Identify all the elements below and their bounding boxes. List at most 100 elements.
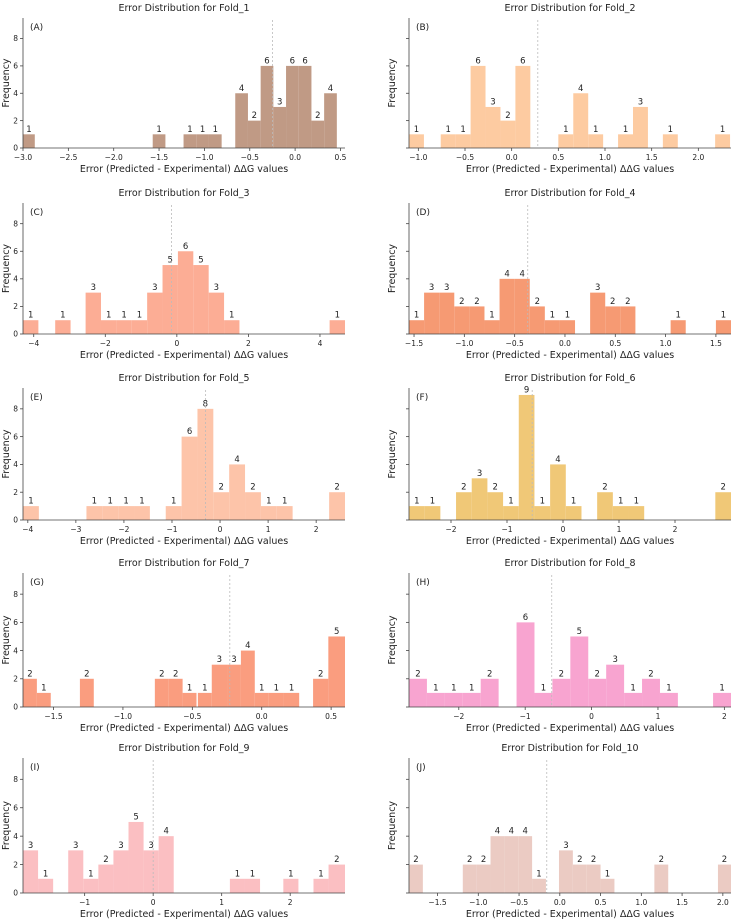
x-tick-label: −0.5 (183, 712, 201, 721)
bar-count-label: 2 (250, 483, 255, 493)
bar-count-label: 2 (722, 855, 727, 865)
x-tick-label: −1.0 (409, 153, 427, 162)
bar-count-label: 2 (459, 297, 464, 307)
histogram-bar (558, 134, 574, 148)
histogram-bar (570, 636, 589, 707)
histogram-bar (532, 878, 546, 893)
bar-count-label: 2 (467, 855, 472, 865)
bar-count-label: 1 (123, 497, 128, 507)
histogram-bar (518, 836, 533, 893)
histogram-bar (283, 692, 300, 707)
chart-title: Error Distribution for Fold_2 (504, 3, 635, 14)
bar-count-label: 1 (121, 311, 126, 321)
chart-title: Error Distribution for Fold_7 (118, 558, 249, 569)
bar-count-label: 1 (414, 497, 419, 507)
histogram-bar (516, 622, 535, 707)
x-tick-label: 0 (561, 525, 566, 534)
bar-count-label: 3 (118, 841, 123, 851)
histogram-bar (454, 306, 470, 334)
bar-count-label: 2 (610, 297, 615, 307)
bar-count-label: 6 (183, 242, 188, 252)
histogram-bar (79, 678, 94, 707)
histogram-bar (456, 492, 472, 520)
histogram-bar (424, 292, 440, 334)
bar-count-label: 1 (430, 497, 435, 507)
x-axis-label: Error (Predicted - Experimental) ΔΔG val… (80, 723, 288, 734)
histogram-bar (455, 134, 471, 148)
bar-count-label: 1 (41, 683, 46, 693)
histogram-bar (213, 492, 230, 520)
bar-count-label: 2 (334, 483, 339, 493)
chart-title: Error Distribution for Fold_10 (501, 743, 638, 754)
histogram-bar (23, 850, 39, 893)
histogram-bar (313, 678, 329, 707)
x-tick-label: −1.5 (150, 153, 168, 162)
histogram-bar (715, 492, 731, 520)
x-tick-label: −1.0 (455, 339, 473, 348)
bar-count-label: 2 (315, 111, 320, 121)
bar-count-label: 2 (334, 855, 339, 865)
panel-label: (F) (416, 393, 428, 403)
bar-count-label: 2 (591, 855, 596, 865)
histogram-bar (612, 506, 629, 520)
bar-count-label: 6 (290, 56, 295, 66)
bar-count-label: 4 (245, 641, 250, 651)
bar-count-label: 5 (168, 256, 173, 266)
panel-4: 13 32 214 421 132 21 1−1.5 −1.0 −0.5 0.0 0.5 1.0 1.5… (387, 188, 731, 361)
x-tick-label: 0.5 (325, 712, 337, 721)
y-tick-label: 8 (13, 219, 18, 228)
y-tick-label: 0 (13, 703, 18, 712)
x-tick-label: 2 (722, 712, 727, 721)
histogram-bar (469, 306, 485, 334)
x-tick-label: 0.0 (289, 153, 301, 162)
bar-count-label: 8 (203, 399, 208, 409)
y-tick-label: 4 (13, 646, 18, 655)
x-tick-label: −0.5 (510, 898, 528, 907)
bar-count-label: 2 (481, 855, 486, 865)
y-axis-label: Frequency (1, 58, 12, 107)
bar-count-label: 6 (475, 56, 480, 66)
bar-count-label: 1 (202, 683, 207, 693)
histogram-bar (86, 506, 103, 520)
panel-label: (D) (416, 208, 430, 218)
histogram-bar (633, 106, 648, 148)
histogram-bar (113, 850, 129, 893)
bar-count-label: 2 (595, 669, 600, 679)
bar-count-label: 2 (602, 483, 607, 493)
histogram-bar (162, 265, 178, 334)
y-tick-label: 2 (13, 860, 18, 869)
histogram-bar (197, 408, 214, 520)
histogram-bar (409, 134, 424, 148)
bar-count-label: 1 (266, 497, 271, 507)
histogram-bar (586, 864, 601, 893)
histogram-bar (480, 678, 499, 707)
y-axis-label: Frequency (1, 801, 12, 850)
x-axis-label: Error (Predicted - Experimental) ΔΔG val… (466, 909, 674, 919)
bar-count-label: 1 (565, 311, 570, 321)
histogram-bar (98, 864, 114, 893)
x-tick-label: 4 (318, 339, 323, 348)
y-axis-label: Frequency (1, 429, 12, 478)
histogram-bar (23, 678, 37, 707)
bar-count-label: 2 (461, 483, 466, 493)
bar-count-label: 1 (541, 683, 546, 693)
y-tick-label: 6 (13, 247, 18, 256)
chart-title: Error Distribution for Fold_8 (504, 558, 635, 569)
bar-count-label: 1 (668, 125, 673, 135)
y-tick-label: 2 (13, 674, 18, 683)
bar-count-label: 4 (578, 84, 583, 94)
bar-count-label: 1 (88, 869, 93, 879)
bar-count-label: 1 (200, 125, 205, 135)
bar-count-label: 4 (555, 455, 560, 465)
histogram-bar (273, 106, 287, 148)
bar-count-label: 2 (413, 855, 418, 865)
histogram-bar (68, 850, 84, 893)
histogram-bar (328, 864, 345, 893)
histogram-bar (503, 506, 519, 520)
x-tick-label: 0.0 (554, 898, 566, 907)
histogram-bar (55, 320, 71, 334)
bar-count-label: 1 (630, 683, 635, 693)
histogram-bar (590, 292, 606, 334)
histogram-bar (717, 864, 731, 893)
